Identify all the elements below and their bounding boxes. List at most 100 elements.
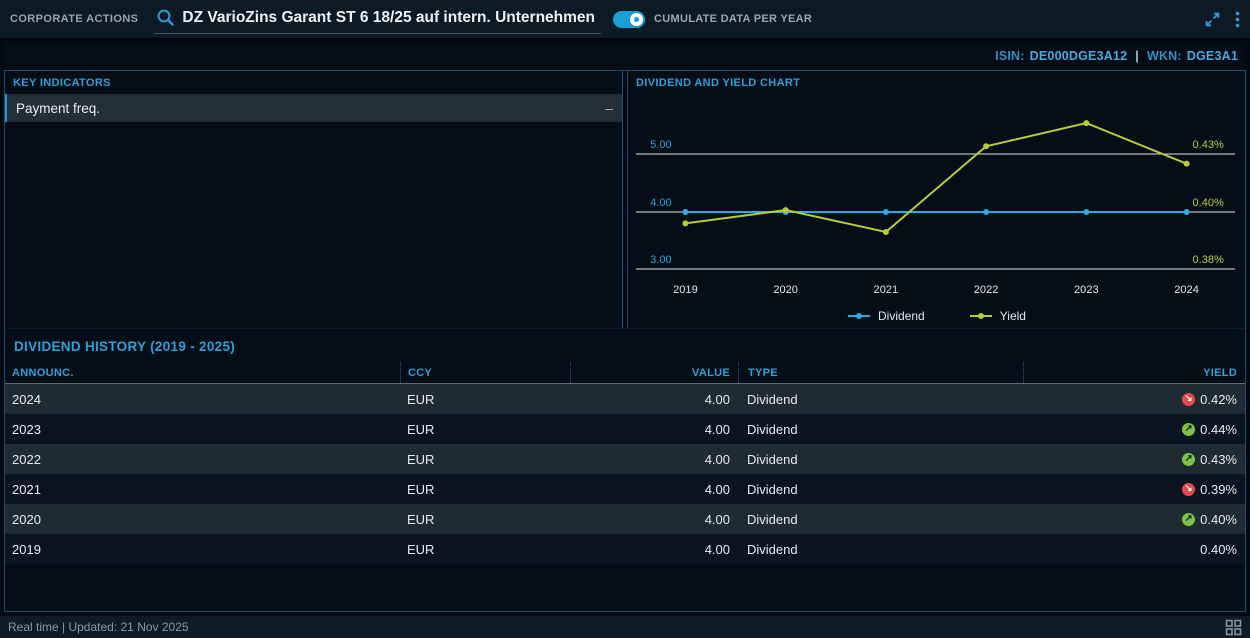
- cell-ccy: EUR: [407, 511, 435, 527]
- cell-value: 4.00: [704, 451, 730, 467]
- cell-ccy: EUR: [407, 481, 435, 497]
- data-point-dividend: [882, 209, 889, 215]
- cell-ccy: EUR: [407, 451, 435, 467]
- series-line-yield: [685, 122, 1187, 234]
- cell-type: Dividend: [747, 421, 798, 437]
- cell-value: 4.00: [704, 511, 730, 527]
- dividend-history-rows: 2024 EUR 4.00 Dividend ↘ 0.42% 2023 EUR 4.00 Divi…: [5, 384, 1245, 564]
- data-point-yield: [1083, 120, 1090, 127]
- cell-yield: 0.40%: [1023, 534, 1245, 564]
- data-point-yield: [782, 207, 789, 214]
- x-axis-label: 2023: [1074, 284, 1099, 296]
- yield-value: 0.43%: [1200, 451, 1237, 467]
- trend-up-icon: ↗: [1182, 452, 1196, 466]
- data-point-yield: [682, 220, 689, 227]
- chart-legend: Dividend Yield: [628, 309, 1245, 323]
- top-bar: CORPORATE ACTIONS DZ VarioZins Garant ST…: [0, 0, 1250, 40]
- x-axis-label: 2019: [673, 284, 698, 296]
- ids-separator: |: [1135, 49, 1139, 63]
- key-indicator-label: Payment freq.: [16, 100, 101, 116]
- data-point-yield: [983, 143, 990, 150]
- legend-marker-icon: [969, 313, 992, 319]
- data-point-dividend: [983, 209, 990, 215]
- toggle-knob: [630, 12, 643, 26]
- dividend-history-title: DIVIDEND HISTORY (2019 - 2025): [14, 339, 236, 354]
- table-row[interactable]: 2021 EUR 4.00 Dividend ↘ 0.39%: [5, 474, 1245, 504]
- legend-marker-icon: [848, 313, 871, 319]
- cell-yield: ↘ 0.42%: [1023, 384, 1245, 414]
- cell-announc: 2023: [12, 421, 41, 437]
- table-row[interactable]: 2020 EUR 4.00 Dividend ↗ 0.40%: [5, 504, 1245, 534]
- table-row[interactable]: 2024 EUR 4.00 Dividend ↘ 0.42%: [5, 384, 1245, 414]
- left-axis-tick: 4.00: [650, 197, 672, 209]
- cell-announc: 2022: [12, 451, 41, 467]
- legend-item-dividend[interactable]: Dividend: [847, 309, 925, 323]
- x-axis-label: 2020: [773, 284, 798, 296]
- cell-ccy: EUR: [407, 421, 435, 437]
- main-board: KEY INDICATORS Payment freq. – DIVIDEND …: [4, 70, 1246, 612]
- x-axis-label: 2022: [974, 284, 999, 296]
- data-point-yield: [1183, 160, 1190, 167]
- legend-label: Yield: [999, 309, 1026, 323]
- column-header-yield[interactable]: YIELD: [1023, 362, 1245, 383]
- legend-item-yield[interactable]: Yield: [969, 309, 1026, 323]
- cell-ccy: EUR: [407, 391, 435, 407]
- cell-type: Dividend: [747, 511, 798, 527]
- more-menu-icon[interactable]: [1235, 11, 1240, 28]
- isin-label: ISIN:: [995, 49, 1025, 63]
- key-indicators-panel: KEY INDICATORS Payment freq. –: [5, 71, 623, 328]
- cell-type: Dividend: [747, 481, 798, 497]
- column-header-ccy[interactable]: CCY: [400, 362, 570, 383]
- yield-value: 0.40%: [1200, 511, 1237, 527]
- data-point-dividend: [1083, 209, 1090, 215]
- grid-layout-icon[interactable]: [1225, 619, 1242, 636]
- module-title: CORPORATE ACTIONS: [10, 13, 139, 25]
- cell-type: Dividend: [747, 391, 798, 407]
- dividend-yield-chart-panel: DIVIDEND AND YIELD CHART 3.00 0.38% 4.00 0.…: [628, 71, 1245, 328]
- left-axis-tick: 5.00: [650, 139, 672, 151]
- yield-value: 0.44%: [1200, 421, 1237, 437]
- trend-up-icon: ↗: [1182, 512, 1196, 526]
- cell-announc: 2024: [12, 391, 41, 407]
- panel-divider: [623, 71, 628, 328]
- data-point-dividend: [682, 209, 689, 215]
- table-row[interactable]: 2019 EUR 4.00 Dividend 0.40%: [5, 534, 1245, 564]
- cell-announc: 2020: [12, 511, 41, 527]
- cell-yield: ↗ 0.44%: [1023, 414, 1245, 444]
- cumulate-data-toggle[interactable]: [613, 10, 645, 28]
- cell-yield: ↗ 0.40%: [1023, 504, 1245, 534]
- key-indicator-value: –: [605, 100, 613, 116]
- instrument-title: DZ VarioZins Garant ST 6 18/25 auf inter…: [182, 8, 595, 26]
- status-bar: Real time | Updated: 21 Nov 2025: [0, 614, 1250, 638]
- trend-up-icon: ↗: [1182, 422, 1196, 436]
- table-row[interactable]: 2022 EUR 4.00 Dividend ↗ 0.43%: [5, 444, 1245, 474]
- cell-value: 4.00: [704, 481, 730, 497]
- status-text: Real time | Updated: 21 Nov 2025: [8, 620, 189, 634]
- x-axis-label: 2024: [1174, 284, 1199, 296]
- isin-value[interactable]: DE000DGE3A12: [1029, 49, 1128, 63]
- upper-panels: KEY INDICATORS Payment freq. – DIVIDEND …: [5, 71, 1245, 329]
- cell-ccy: EUR: [407, 541, 435, 557]
- yield-value: 0.39%: [1200, 481, 1237, 497]
- content-area: ISIN: DE000DGE3A12 | WKN: DGE3A1 KEY IND…: [4, 42, 1246, 612]
- instrument-ids: ISIN: DE000DGE3A12 | WKN: DGE3A1: [4, 42, 1246, 70]
- key-indicator-row[interactable]: Payment freq. –: [5, 94, 622, 122]
- trend-down-icon: ↘: [1182, 392, 1196, 406]
- right-axis-tick: 0.40%: [1192, 197, 1224, 209]
- column-header-value[interactable]: VALUE: [570, 362, 738, 383]
- instrument-search-field[interactable]: DZ VarioZins Garant ST 6 18/25 auf inter…: [154, 4, 601, 34]
- trend-down-icon: ↘: [1182, 482, 1196, 496]
- wkn-value[interactable]: DGE3A1: [1186, 49, 1238, 63]
- cell-type: Dividend: [747, 451, 798, 467]
- table-row[interactable]: 2023 EUR 4.00 Dividend ↗ 0.44%: [5, 414, 1245, 444]
- data-point-yield: [882, 228, 889, 235]
- chart-plot-area: 3.00 0.38% 4.00 0.40% 5.00 0.43% 2019 2020 2021 2…: [636, 120, 1235, 296]
- chart-title: DIVIDEND AND YIELD CHART: [636, 77, 801, 89]
- cell-announc: 2021: [12, 481, 41, 497]
- expand-icon[interactable]: [1204, 11, 1221, 28]
- right-axis-tick: 0.43%: [1192, 139, 1224, 151]
- legend-label: Dividend: [878, 309, 925, 323]
- column-header-type[interactable]: TYPE: [738, 362, 1023, 383]
- search-icon: [158, 9, 175, 26]
- column-header-announc[interactable]: ANNOUNC.: [12, 366, 74, 379]
